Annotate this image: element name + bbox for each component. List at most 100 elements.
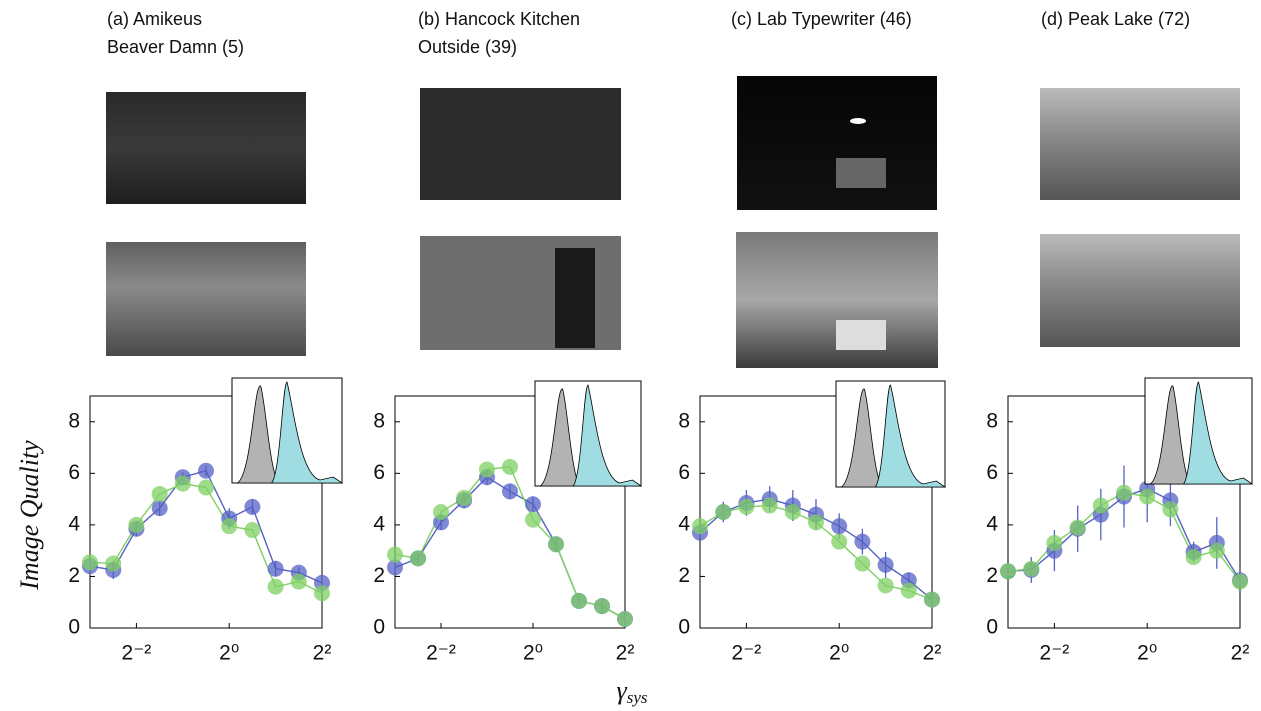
data-point	[571, 592, 587, 609]
y-tick-label: 4	[986, 512, 998, 535]
data-point	[82, 554, 98, 571]
data-point	[410, 550, 427, 567]
data-point	[1092, 497, 1109, 514]
x-tick-label: 2²	[616, 642, 635, 665]
inset-cyan-hist	[270, 381, 344, 484]
x-tick-label: 2⁻²	[426, 642, 456, 665]
histogram-inset	[835, 380, 947, 488]
x-tick-label: 2⁻²	[122, 642, 152, 665]
y-axis-label: Image Quality	[15, 440, 44, 591]
inset-cyan-hist	[572, 384, 643, 487]
data-point	[877, 556, 894, 573]
y-tick-label: 6	[986, 461, 998, 484]
y-tick-label: 8	[678, 409, 690, 432]
data-point	[479, 461, 495, 478]
data-point	[1069, 519, 1086, 536]
data-point	[105, 555, 122, 572]
photo	[1040, 234, 1240, 347]
y-tick-label: 4	[68, 512, 80, 535]
data-point	[501, 458, 518, 475]
y-tick-label: 2	[373, 564, 385, 587]
y-tick-label: 2	[678, 564, 690, 587]
data-point	[715, 504, 732, 520]
histogram-inset	[534, 380, 643, 487]
x-tick-label: 2²	[313, 642, 332, 665]
x-label-subscript: sys	[627, 688, 648, 707]
y-tick-label: 0	[986, 616, 998, 639]
y-tick-label: 2	[986, 564, 998, 587]
x-tick-label: 2⁻²	[732, 642, 762, 665]
data-point	[387, 559, 403, 576]
data-point	[1000, 563, 1016, 580]
x-tick-label: 2⁻²	[1040, 642, 1070, 665]
photo	[420, 88, 621, 200]
data-point	[197, 462, 214, 479]
chart: (a) Amikeus Beaver Damn (5) 0 2 4 6 8 2⁻² 2⁰ 2²	[68, 9, 344, 665]
photo-detail	[836, 320, 886, 350]
photo	[737, 76, 937, 210]
data-point	[900, 582, 917, 599]
data-point	[924, 591, 940, 608]
data-point	[831, 518, 848, 535]
data-point	[807, 514, 824, 531]
chart: (c) Lab Typewriter (46) 0 2 4 6 8 2⁻² 2⁰ 2²	[678, 9, 947, 665]
photo	[106, 92, 306, 204]
data-point	[1208, 542, 1225, 559]
chart-title: (b) Hancock Kitchen	[418, 9, 580, 29]
y-tick-label: 0	[373, 616, 385, 639]
histogram-inset	[1144, 377, 1254, 485]
data-point	[1232, 573, 1248, 590]
y-tick-label: 4	[678, 512, 690, 535]
photo	[106, 242, 306, 356]
y-tick-label: 8	[68, 409, 80, 432]
y-tick-label: 6	[68, 461, 80, 484]
y-tick-label: 8	[373, 409, 385, 432]
x-tick-label: 2²	[1231, 642, 1250, 665]
chart-title: (a) Amikeus	[107, 9, 202, 29]
data-point	[221, 518, 238, 535]
data-point	[267, 560, 284, 577]
chart: (d) Peak Lake (72) 0 2 4 6 8 2⁻² 2⁰ 2²	[986, 9, 1254, 665]
inset-gray-hist	[1149, 385, 1191, 485]
photo-detail	[850, 118, 866, 124]
histogram-inset	[231, 377, 344, 484]
x-tick-label: 2⁰	[829, 642, 849, 665]
data-point	[151, 485, 168, 502]
data-point	[593, 598, 610, 615]
x-tick-label: 2²	[923, 642, 942, 665]
data-point	[854, 533, 871, 550]
y-tick-label: 6	[678, 461, 690, 484]
data-point	[784, 504, 801, 520]
data-point	[1162, 501, 1179, 518]
data-point	[761, 497, 778, 514]
data-point	[456, 489, 473, 506]
chart-title: Beaver Damn (5)	[107, 37, 244, 57]
data-point	[197, 479, 214, 496]
data-point	[1046, 534, 1063, 551]
data-point	[525, 496, 541, 513]
y-tick-label: 2	[68, 564, 80, 587]
y-tick-label: 4	[373, 512, 385, 535]
data-point	[525, 511, 541, 528]
x-tick-label: 2⁰	[1137, 642, 1157, 665]
data-point	[547, 536, 564, 553]
y-tick-label: 6	[373, 461, 385, 484]
inset-gray-hist	[539, 388, 581, 487]
inset-gray-hist	[840, 388, 883, 488]
inset-cyan-hist	[874, 384, 947, 488]
data-point	[738, 498, 755, 515]
data-point	[267, 578, 284, 595]
data-point	[433, 504, 449, 520]
data-point	[244, 498, 261, 515]
data-point	[314, 585, 330, 602]
chart-title: (d) Peak Lake (72)	[1041, 9, 1190, 29]
chart: (b) Hancock Kitchen Outside (39) 0 2 4 6 8 2⁻² 2…	[373, 9, 643, 665]
chart-title: Outside (39)	[418, 37, 517, 57]
photo-detail	[836, 158, 886, 188]
data-point	[387, 546, 403, 563]
data-point	[617, 610, 633, 627]
x-axis-label: γsys	[616, 676, 647, 707]
data-point	[501, 483, 518, 500]
data-point	[1185, 549, 1202, 566]
